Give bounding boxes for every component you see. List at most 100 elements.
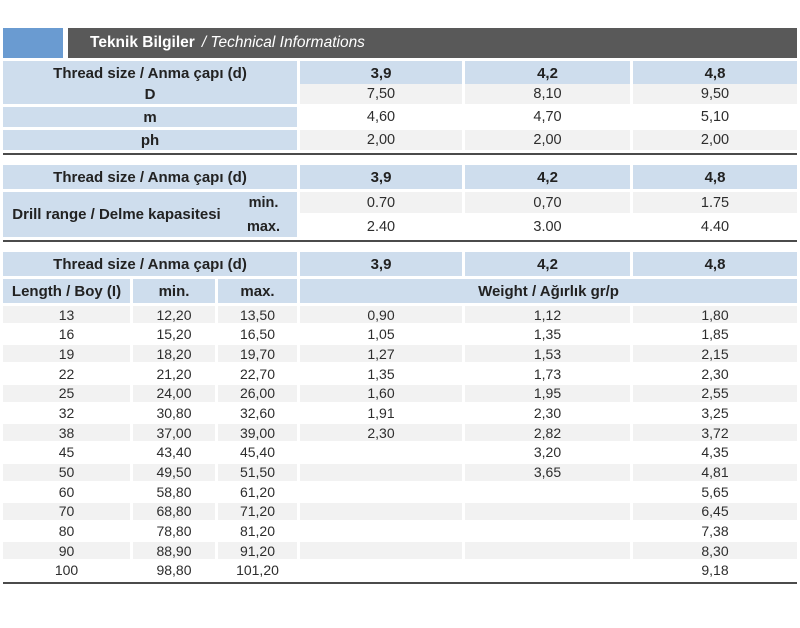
- max-value: 51,50: [218, 463, 297, 481]
- length-value: 32: [3, 404, 130, 422]
- max-column-header: max.: [218, 279, 297, 303]
- weight-value: 1,53: [465, 345, 630, 363]
- minmax-label: min.: [248, 194, 279, 211]
- length-value: 70: [3, 502, 130, 520]
- dimension-value: 2,00: [465, 130, 630, 150]
- dimension-value: 2,00: [633, 130, 797, 150]
- max-value: 22,70: [218, 365, 297, 383]
- drill-range-value: 2.40: [300, 216, 462, 237]
- size-column-header: 4,8: [633, 252, 797, 276]
- thread-size-header-label: Thread size / Anma çapı (d): [3, 165, 297, 189]
- max-value: 71,20: [218, 502, 297, 520]
- drill-range-value: 0,70: [465, 192, 630, 213]
- weight-value: [300, 522, 462, 540]
- weight-value: 2,30: [300, 424, 462, 442]
- max-value: 81,20: [218, 522, 297, 540]
- min-value: 58,80: [133, 483, 215, 501]
- min-value: 37,00: [133, 424, 215, 442]
- weight-value: [465, 542, 630, 560]
- weight-value: 3,65: [465, 463, 630, 481]
- max-value: 101,20: [218, 561, 297, 579]
- length-value: 22: [3, 365, 130, 383]
- size-column-header: 3,9: [300, 61, 462, 85]
- weight-value: 1,91: [300, 404, 462, 422]
- drill-range-value: 3.00: [465, 216, 630, 237]
- length-value: 13: [3, 306, 130, 323]
- size-column-header: 4,2: [465, 252, 630, 276]
- weight-value: 4,81: [633, 463, 797, 481]
- dimension-value: 4,70: [465, 107, 630, 127]
- title-bar: Teknik Bilgiler / Technical Informations: [3, 28, 797, 58]
- dimensions-table: Thread size / Anma çapı (d) 3,9 4,2 4,8 D 7,5…: [3, 61, 797, 155]
- dimension-value: 8,10: [465, 84, 630, 104]
- dimension-label: D: [3, 84, 297, 104]
- drill-range-value: 4.40: [633, 216, 797, 237]
- min-value: 15,20: [133, 325, 215, 343]
- size-column-header: 4,8: [633, 61, 797, 85]
- weight-value: [465, 522, 630, 540]
- length-value: 19: [3, 345, 130, 363]
- min-value: 12,20: [133, 306, 215, 323]
- min-value: 24,00: [133, 384, 215, 402]
- weight-value: [300, 502, 462, 520]
- page-title-english: / Technical Informations: [201, 34, 365, 51]
- size-column-header: 4,2: [465, 61, 630, 85]
- max-value: 91,20: [218, 542, 297, 560]
- length-weight-table: Thread size / Anma çapı (d) 3,9 4,2 4,8 Leng…: [3, 252, 797, 584]
- page-title-turkish: Teknik Bilgiler: [90, 34, 195, 51]
- drill-range-value: 0.70: [300, 192, 462, 213]
- max-value: 32,60: [218, 404, 297, 422]
- drill-range-label-block: Drill range / Delme kapasitesi min. max.: [3, 192, 297, 237]
- weight-value: [300, 443, 462, 461]
- max-value: 19,70: [218, 345, 297, 363]
- weight-value: 1,05: [300, 325, 462, 343]
- min-column-header: min.: [133, 279, 215, 303]
- max-value: 45,40: [218, 443, 297, 461]
- dimension-value: 5,10: [633, 107, 797, 127]
- thread-size-header-label: Thread size / Anma çapı (d): [3, 61, 297, 85]
- weight-value: 2,55: [633, 384, 797, 402]
- min-value: 49,50: [133, 463, 215, 481]
- weight-value: 1,85: [633, 325, 797, 343]
- weight-value: 2,30: [465, 404, 630, 422]
- weight-value: 1,95: [465, 384, 630, 402]
- weight-value: 1,60: [300, 384, 462, 402]
- length-value: 50: [3, 463, 130, 481]
- weight-value: 1,12: [465, 306, 630, 323]
- weight-value: [300, 483, 462, 501]
- drill-range-value: 1.75: [633, 192, 797, 213]
- length-value: 16: [3, 325, 130, 343]
- weight-value: 3,20: [465, 443, 630, 461]
- weight-value: 1,80: [633, 306, 797, 323]
- weight-group-header: Weight / Ağırlık gr/p: [300, 279, 797, 303]
- dimension-label: m: [3, 107, 297, 127]
- weight-value: 1,73: [465, 365, 630, 383]
- length-value: 45: [3, 443, 130, 461]
- weight-value: 8,30: [633, 542, 797, 560]
- weight-value: 1,35: [300, 365, 462, 383]
- weight-value: [465, 483, 630, 501]
- thread-size-header-label: Thread size / Anma çapı (d): [3, 252, 297, 276]
- length-value: 80: [3, 522, 130, 540]
- min-value: 21,20: [133, 365, 215, 383]
- weight-value: [300, 463, 462, 481]
- max-value: 16,50: [218, 325, 297, 343]
- drill-range-table: Thread size / Anma çapı (d) 3,9 4,2 4,8 Dri…: [3, 165, 797, 242]
- weight-value: 7,38: [633, 522, 797, 540]
- min-value: 68,80: [133, 502, 215, 520]
- weight-value: 1,35: [465, 325, 630, 343]
- min-value: 30,80: [133, 404, 215, 422]
- length-value: 25: [3, 384, 130, 402]
- min-value: 43,40: [133, 443, 215, 461]
- max-value: 26,00: [218, 384, 297, 402]
- max-value: 13,50: [218, 306, 297, 323]
- min-value: 98,80: [133, 561, 215, 579]
- weight-value: 1,27: [300, 345, 462, 363]
- weight-value: [300, 542, 462, 560]
- weight-value: 3,25: [633, 404, 797, 422]
- weight-value: [300, 561, 462, 579]
- dimension-value: 2,00: [300, 130, 462, 150]
- technical-info-page: Teknik Bilgiler / Technical Informations…: [0, 28, 800, 628]
- weight-value: 2,30: [633, 365, 797, 383]
- weight-value: 3,72: [633, 424, 797, 442]
